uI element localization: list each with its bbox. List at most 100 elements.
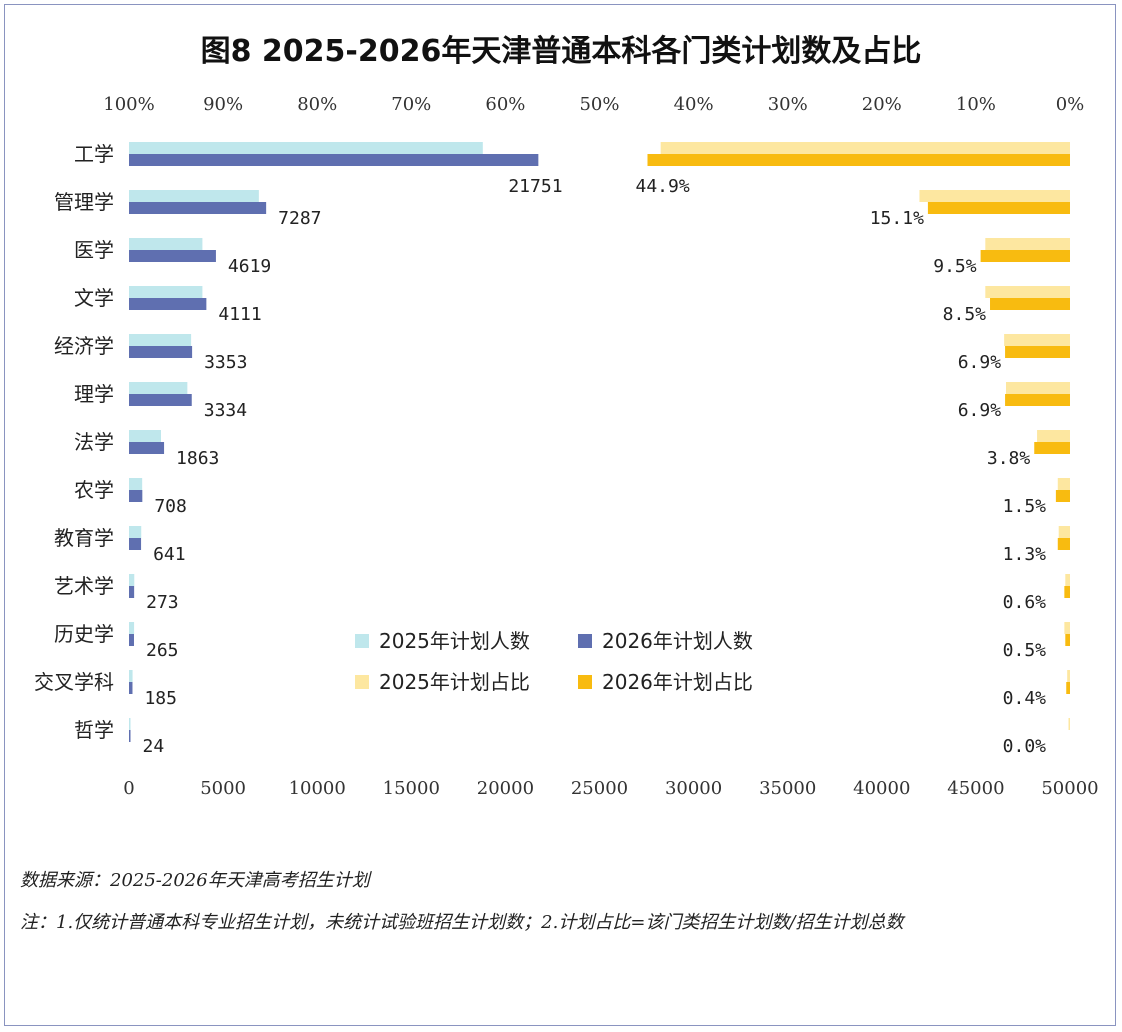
- count-data-label: 3353: [204, 352, 247, 373]
- legend-label: 2025年计划人数: [379, 629, 530, 653]
- share-data-label: 1.5%: [1003, 496, 1047, 517]
- category-label: 艺术学: [54, 574, 114, 598]
- bar-2026-share: [990, 298, 1070, 310]
- legend-swatch: [578, 634, 592, 648]
- bar-2026-share: [1005, 394, 1070, 406]
- bar-2025-share: [985, 286, 1070, 298]
- bar-2026-plan: [129, 394, 192, 406]
- bar-2025-plan: [129, 718, 131, 730]
- share-data-label: 44.9%: [635, 176, 689, 197]
- top-axis-tick: 30%: [768, 94, 808, 115]
- bar-2025-share: [1067, 670, 1070, 682]
- bar-2025-share: [985, 238, 1070, 250]
- bottom-axis-tick: 5000: [200, 778, 246, 799]
- count-data-label: 641: [153, 544, 186, 565]
- bottom-axis-tick: 20000: [477, 778, 534, 799]
- bar-2025-plan: [129, 478, 143, 490]
- bottom-axis-tick: 15000: [383, 778, 440, 799]
- bar-2026-plan: [129, 586, 135, 598]
- top-axis-tick: 20%: [862, 94, 902, 115]
- top-axis-tick: 10%: [956, 94, 996, 115]
- bar-2026-plan: [129, 634, 134, 646]
- share-data-label: 1.3%: [1003, 544, 1047, 565]
- category-label: 交叉学科: [34, 670, 114, 694]
- bar-2026-plan: [129, 730, 131, 742]
- bar-2026-share: [1066, 682, 1070, 694]
- count-data-label: 3334: [204, 400, 247, 421]
- share-data-label: 0.6%: [1003, 592, 1047, 613]
- bar-2025-share: [1057, 478, 1070, 490]
- bar-2025-plan: [129, 622, 135, 634]
- bar-2026-plan: [129, 538, 142, 550]
- bar-2025-plan: [129, 574, 135, 586]
- bar-2025-plan: [129, 430, 161, 442]
- bottom-axis-tick: 50000: [1041, 778, 1098, 799]
- bar-2026-share: [1055, 490, 1070, 502]
- bar-2025-plan: [129, 382, 188, 394]
- category-label: 历史学: [54, 622, 114, 646]
- category-label: 经济学: [54, 334, 114, 358]
- bar-2026-share: [1057, 538, 1070, 550]
- bar-2026-share: [1064, 586, 1070, 598]
- category-label: 法学: [74, 430, 114, 454]
- bar-2025-plan: [129, 526, 142, 538]
- category-label: 哲学: [74, 718, 114, 742]
- category-label: 教育学: [54, 526, 114, 550]
- share-data-label: 3.8%: [987, 448, 1031, 469]
- bar-2026-share: [927, 202, 1070, 214]
- share-data-label: 6.9%: [958, 400, 1002, 421]
- count-data-label: 273: [146, 592, 179, 613]
- bar-2025-share: [660, 142, 1070, 154]
- top-axis-tick: 0%: [1056, 94, 1085, 115]
- bar-2025-share: [1037, 430, 1070, 442]
- bar-2025-plan: [129, 286, 203, 298]
- chart-title: 图8 2025-2026年天津普通本科各门类计划数及占比: [200, 34, 922, 69]
- count-data-label: 185: [144, 688, 177, 709]
- bar-2025-share: [1006, 382, 1070, 394]
- count-data-label: 708: [154, 496, 187, 517]
- share-data-label: 0.0%: [1003, 736, 1047, 757]
- share-data-label: 9.5%: [933, 256, 977, 277]
- bar-2026-share: [1034, 442, 1070, 454]
- bar-2025-plan: [129, 334, 192, 346]
- top-axis-tick: 60%: [485, 94, 525, 115]
- bottom-axis-tick: 40000: [853, 778, 910, 799]
- bottom-axis-tick: 45000: [947, 778, 1004, 799]
- bottom-axis-tick: 30000: [665, 778, 722, 799]
- legend-label: 2025年计划占比: [379, 670, 530, 694]
- category-label: 医学: [74, 238, 114, 262]
- count-data-label: 4619: [228, 256, 271, 277]
- count-data-label: 7287: [278, 208, 321, 229]
- legend-label: 2026年计划人数: [602, 629, 753, 653]
- count-data-label: 265: [146, 640, 179, 661]
- share-data-label: 8.5%: [943, 304, 987, 325]
- bar-2025-share: [1058, 526, 1070, 538]
- bar-2026-plan: [129, 202, 267, 214]
- bar-2026-plan: [129, 490, 143, 502]
- bar-2025-share: [1004, 334, 1070, 346]
- legend-label: 2026年计划占比: [602, 670, 753, 694]
- bar-2026-share: [1065, 634, 1070, 646]
- bar-2026-plan: [129, 346, 193, 358]
- legend-swatch: [355, 675, 369, 689]
- top-axis-tick: 70%: [391, 94, 431, 115]
- bottom-axis-tick: 25000: [571, 778, 628, 799]
- bar-2025-plan: [129, 142, 483, 154]
- source-note: 数据来源：2025-2026年天津高考招生计划: [20, 870, 370, 891]
- bottom-axis-tick: 0: [123, 778, 134, 799]
- count-data-label: 24: [143, 736, 165, 757]
- legend-swatch: [355, 634, 369, 648]
- bar-2026-plan: [129, 442, 165, 454]
- count-data-label: 21751: [508, 176, 562, 197]
- bottom-axis-tick: 10000: [289, 778, 346, 799]
- bottom-axis-tick: 35000: [759, 778, 816, 799]
- bar-2025-plan: [129, 190, 259, 202]
- bar-2026-plan: [129, 298, 207, 310]
- bar-2026-share: [1005, 346, 1070, 358]
- top-axis-tick: 50%: [579, 94, 619, 115]
- count-data-label: 1863: [176, 448, 219, 469]
- bar-2025-share: [1065, 574, 1070, 586]
- legend-swatch: [578, 675, 592, 689]
- bar-2026-plan: [129, 682, 133, 694]
- notes-block: 数据来源：2025-2026年天津高考招生计划 注：1.仅统计普通本科专业招生计…: [20, 860, 1110, 944]
